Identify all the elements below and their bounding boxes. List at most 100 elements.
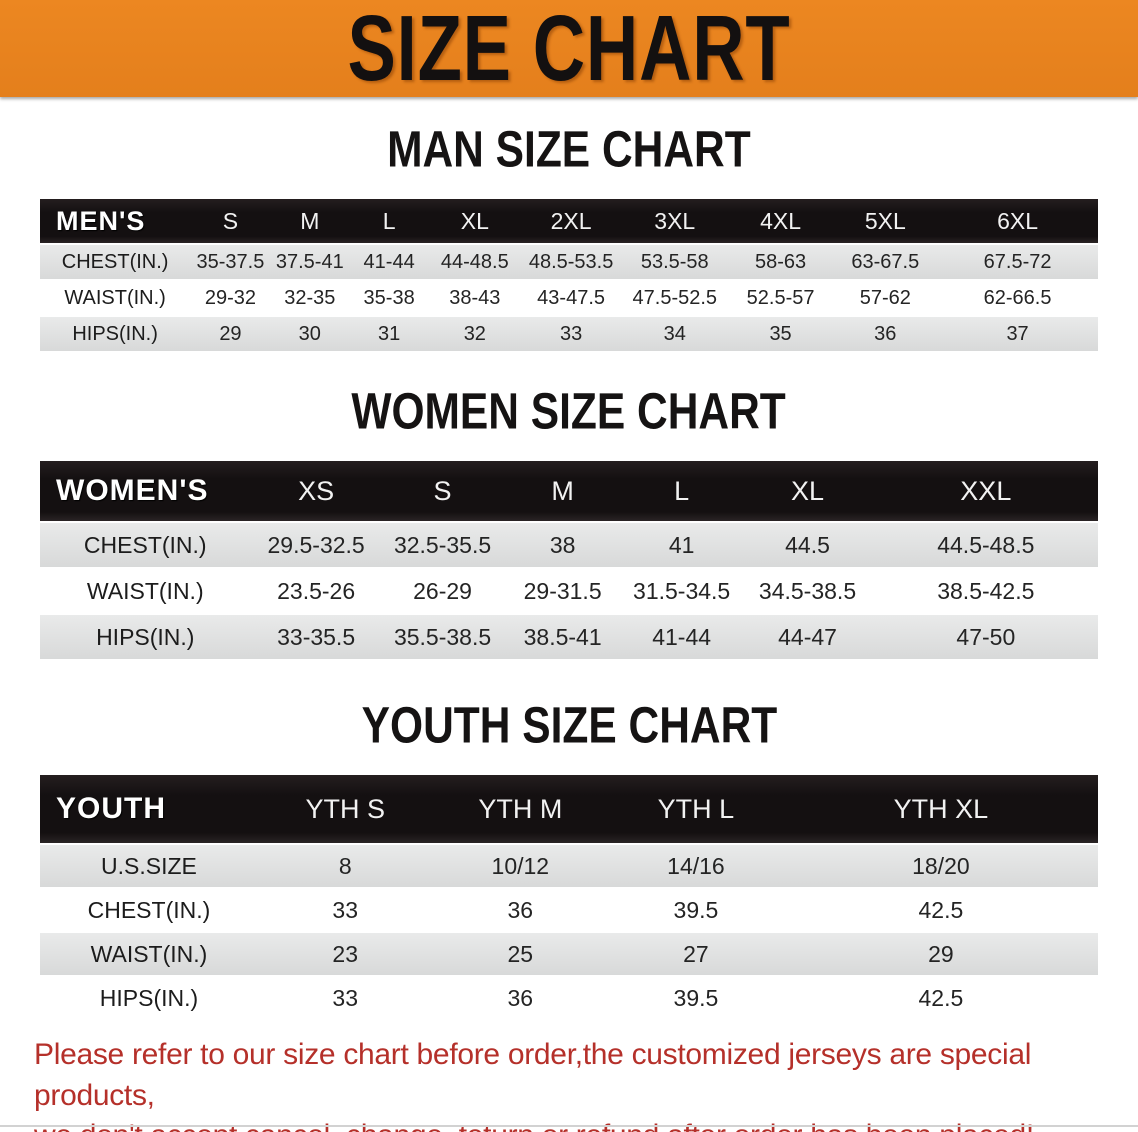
size-value-cell: 42.5 <box>783 889 1098 931</box>
size-value-cell: 10/12 <box>432 845 609 887</box>
size-value-cell: 35-38 <box>348 281 430 315</box>
table-row: HIPS(IN.) 29 30 31 32 33 34 35 36 37 <box>40 317 1098 351</box>
size-value-cell: 29 <box>783 933 1098 975</box>
men-section-heading: MAN SIZE CHART <box>387 120 751 178</box>
size-value-cell: 35.5-38.5 <box>381 615 504 659</box>
size-value-cell: 36 <box>833 317 938 351</box>
size-value-cell: 32.5-35.5 <box>381 523 504 567</box>
size-value-cell: 53.5-58 <box>621 245 728 279</box>
table-header-row: WOMEN'S XS S M L XL XXL <box>40 461 1098 521</box>
measurement-label: CHEST(IN.) <box>40 889 258 931</box>
size-value-cell: 37.5-41 <box>270 245 349 279</box>
size-value-cell: 47-50 <box>873 615 1098 659</box>
table-row: HIPS(IN.) 33 36 39.5 42.5 <box>40 977 1098 1019</box>
measurement-label: WAIST(IN.) <box>40 281 191 315</box>
table-row: WAIST(IN.) 29-32 32-35 35-38 38-43 43-47.5 47.… <box>40 281 1098 315</box>
size-column-header: XL <box>429 199 521 243</box>
size-value-cell: 44-48.5 <box>429 245 521 279</box>
disclaimer-note: Please refer to our size chart before or… <box>34 1035 1104 1132</box>
size-value-cell: 33 <box>520 317 622 351</box>
table-row: WAIST(IN.) 23.5-26 26-29 29-31.5 31.5-34.5 34… <box>40 569 1098 613</box>
banner-title: SIZE CHART <box>347 0 791 100</box>
size-chart-banner: SIZE CHART <box>0 0 1138 97</box>
youth-size-table: YOUTH YTH S YTH M YTH L YTH XL U.S.SIZE 8 10/12… <box>40 773 1098 1021</box>
size-value-cell: 33-35.5 <box>250 615 382 659</box>
youth-section: YOUTH SIZE CHART YOUTH YTH S YTH M YTH L YTH… <box>0 696 1138 1021</box>
women-section: WOMEN SIZE CHART WOMEN'S XS S M L XL XXL CHEST(… <box>0 382 1138 661</box>
size-value-cell: 25 <box>432 933 609 975</box>
disclaimer-line-2: we don't accept cancel, change, teturn o… <box>34 1116 1104 1132</box>
size-value-cell: 58-63 <box>727 245 834 279</box>
size-column-header: XL <box>741 461 874 521</box>
size-value-cell: 62-66.5 <box>937 281 1098 315</box>
size-value-cell: 47.5-52.5 <box>621 281 728 315</box>
size-value-cell: 35 <box>727 317 834 351</box>
size-value-cell: 57-62 <box>833 281 938 315</box>
size-column-header: YTH M <box>432 775 609 843</box>
size-column-header: XS <box>250 461 382 521</box>
measurement-label: CHEST(IN.) <box>40 245 191 279</box>
size-column-header: YTH L <box>608 775 784 843</box>
size-column-header: YTH S <box>257 775 433 843</box>
size-value-cell: 30 <box>270 317 349 351</box>
table-row: CHEST(IN.) 29.5-32.5 32.5-35.5 38 41 44.5 44.5… <box>40 523 1098 567</box>
size-value-cell: 23.5-26 <box>250 569 382 613</box>
table-row: CHEST(IN.) 33 36 39.5 42.5 <box>40 889 1098 931</box>
size-value-cell: 63-67.5 <box>833 245 938 279</box>
disclaimer-line-1: Please refer to our size chart before or… <box>34 1038 1032 1112</box>
size-value-cell: 41-44 <box>621 615 742 659</box>
size-value-cell: 34.5-38.5 <box>741 569 874 613</box>
size-value-cell: 29-31.5 <box>503 569 622 613</box>
size-column-header: 4XL <box>727 199 834 243</box>
size-value-cell: 39.5 <box>608 977 784 1019</box>
size-value-cell: 14/16 <box>608 845 784 887</box>
women-section-heading: WOMEN SIZE CHART <box>351 382 787 440</box>
size-value-cell: 44-47 <box>741 615 874 659</box>
measurement-label: HIPS(IN.) <box>40 317 191 351</box>
size-value-cell: 38.5-41 <box>503 615 622 659</box>
table-group-label: WOMEN'S <box>40 461 251 521</box>
size-value-cell: 8 <box>257 845 433 887</box>
bottom-edge-divider <box>0 1125 1138 1127</box>
table-row: HIPS(IN.) 33-35.5 35.5-38.5 38.5-41 41-44 44-… <box>40 615 1098 659</box>
size-value-cell: 52.5-57 <box>727 281 834 315</box>
size-value-cell: 32 <box>429 317 521 351</box>
size-column-header: M <box>270 199 349 243</box>
size-value-cell: 36 <box>432 977 609 1019</box>
table-row: CHEST(IN.) 35-37.5 37.5-41 41-44 44-48.5 48.5… <box>40 245 1098 279</box>
size-value-cell: 42.5 <box>783 977 1098 1019</box>
table-group-label: YOUTH <box>40 775 258 843</box>
men-section: MAN SIZE CHART MEN'S S M L XL 2XL 3XL 4XL 5XL 6XL… <box>0 120 1138 353</box>
measurement-label: CHEST(IN.) <box>40 523 251 567</box>
size-column-header: XXL <box>873 461 1098 521</box>
size-value-cell: 33 <box>257 977 433 1019</box>
size-value-cell: 29 <box>190 317 271 351</box>
size-column-header: 6XL <box>937 199 1098 243</box>
size-column-header: 3XL <box>621 199 728 243</box>
size-value-cell: 26-29 <box>381 569 504 613</box>
size-value-cell: 36 <box>432 889 609 931</box>
measurement-label: WAIST(IN.) <box>40 933 258 975</box>
men-size-table: MEN'S S M L XL 2XL 3XL 4XL 5XL 6XL CHEST(IN.) 35-37… <box>40 197 1098 353</box>
size-value-cell: 29.5-32.5 <box>250 523 382 567</box>
measurement-label: WAIST(IN.) <box>40 569 251 613</box>
size-value-cell: 23 <box>257 933 433 975</box>
size-value-cell: 37 <box>937 317 1098 351</box>
size-value-cell: 32-35 <box>270 281 349 315</box>
measurement-label: HIPS(IN.) <box>40 977 258 1019</box>
size-column-header: L <box>621 461 742 521</box>
size-column-header: S <box>190 199 271 243</box>
table-header-row: YOUTH YTH S YTH M YTH L YTH XL <box>40 775 1098 843</box>
size-value-cell: 41-44 <box>348 245 430 279</box>
size-value-cell: 29-32 <box>190 281 271 315</box>
youth-section-heading: YOUTH SIZE CHART <box>361 696 777 754</box>
size-value-cell: 39.5 <box>608 889 784 931</box>
size-value-cell: 43-47.5 <box>520 281 622 315</box>
table-row: U.S.SIZE 8 10/12 14/16 18/20 <box>40 845 1098 887</box>
size-value-cell: 33 <box>257 889 433 931</box>
size-value-cell: 31 <box>348 317 430 351</box>
size-value-cell: 44.5-48.5 <box>873 523 1098 567</box>
size-value-cell: 48.5-53.5 <box>520 245 622 279</box>
size-value-cell: 18/20 <box>783 845 1098 887</box>
size-value-cell: 31.5-34.5 <box>621 569 742 613</box>
